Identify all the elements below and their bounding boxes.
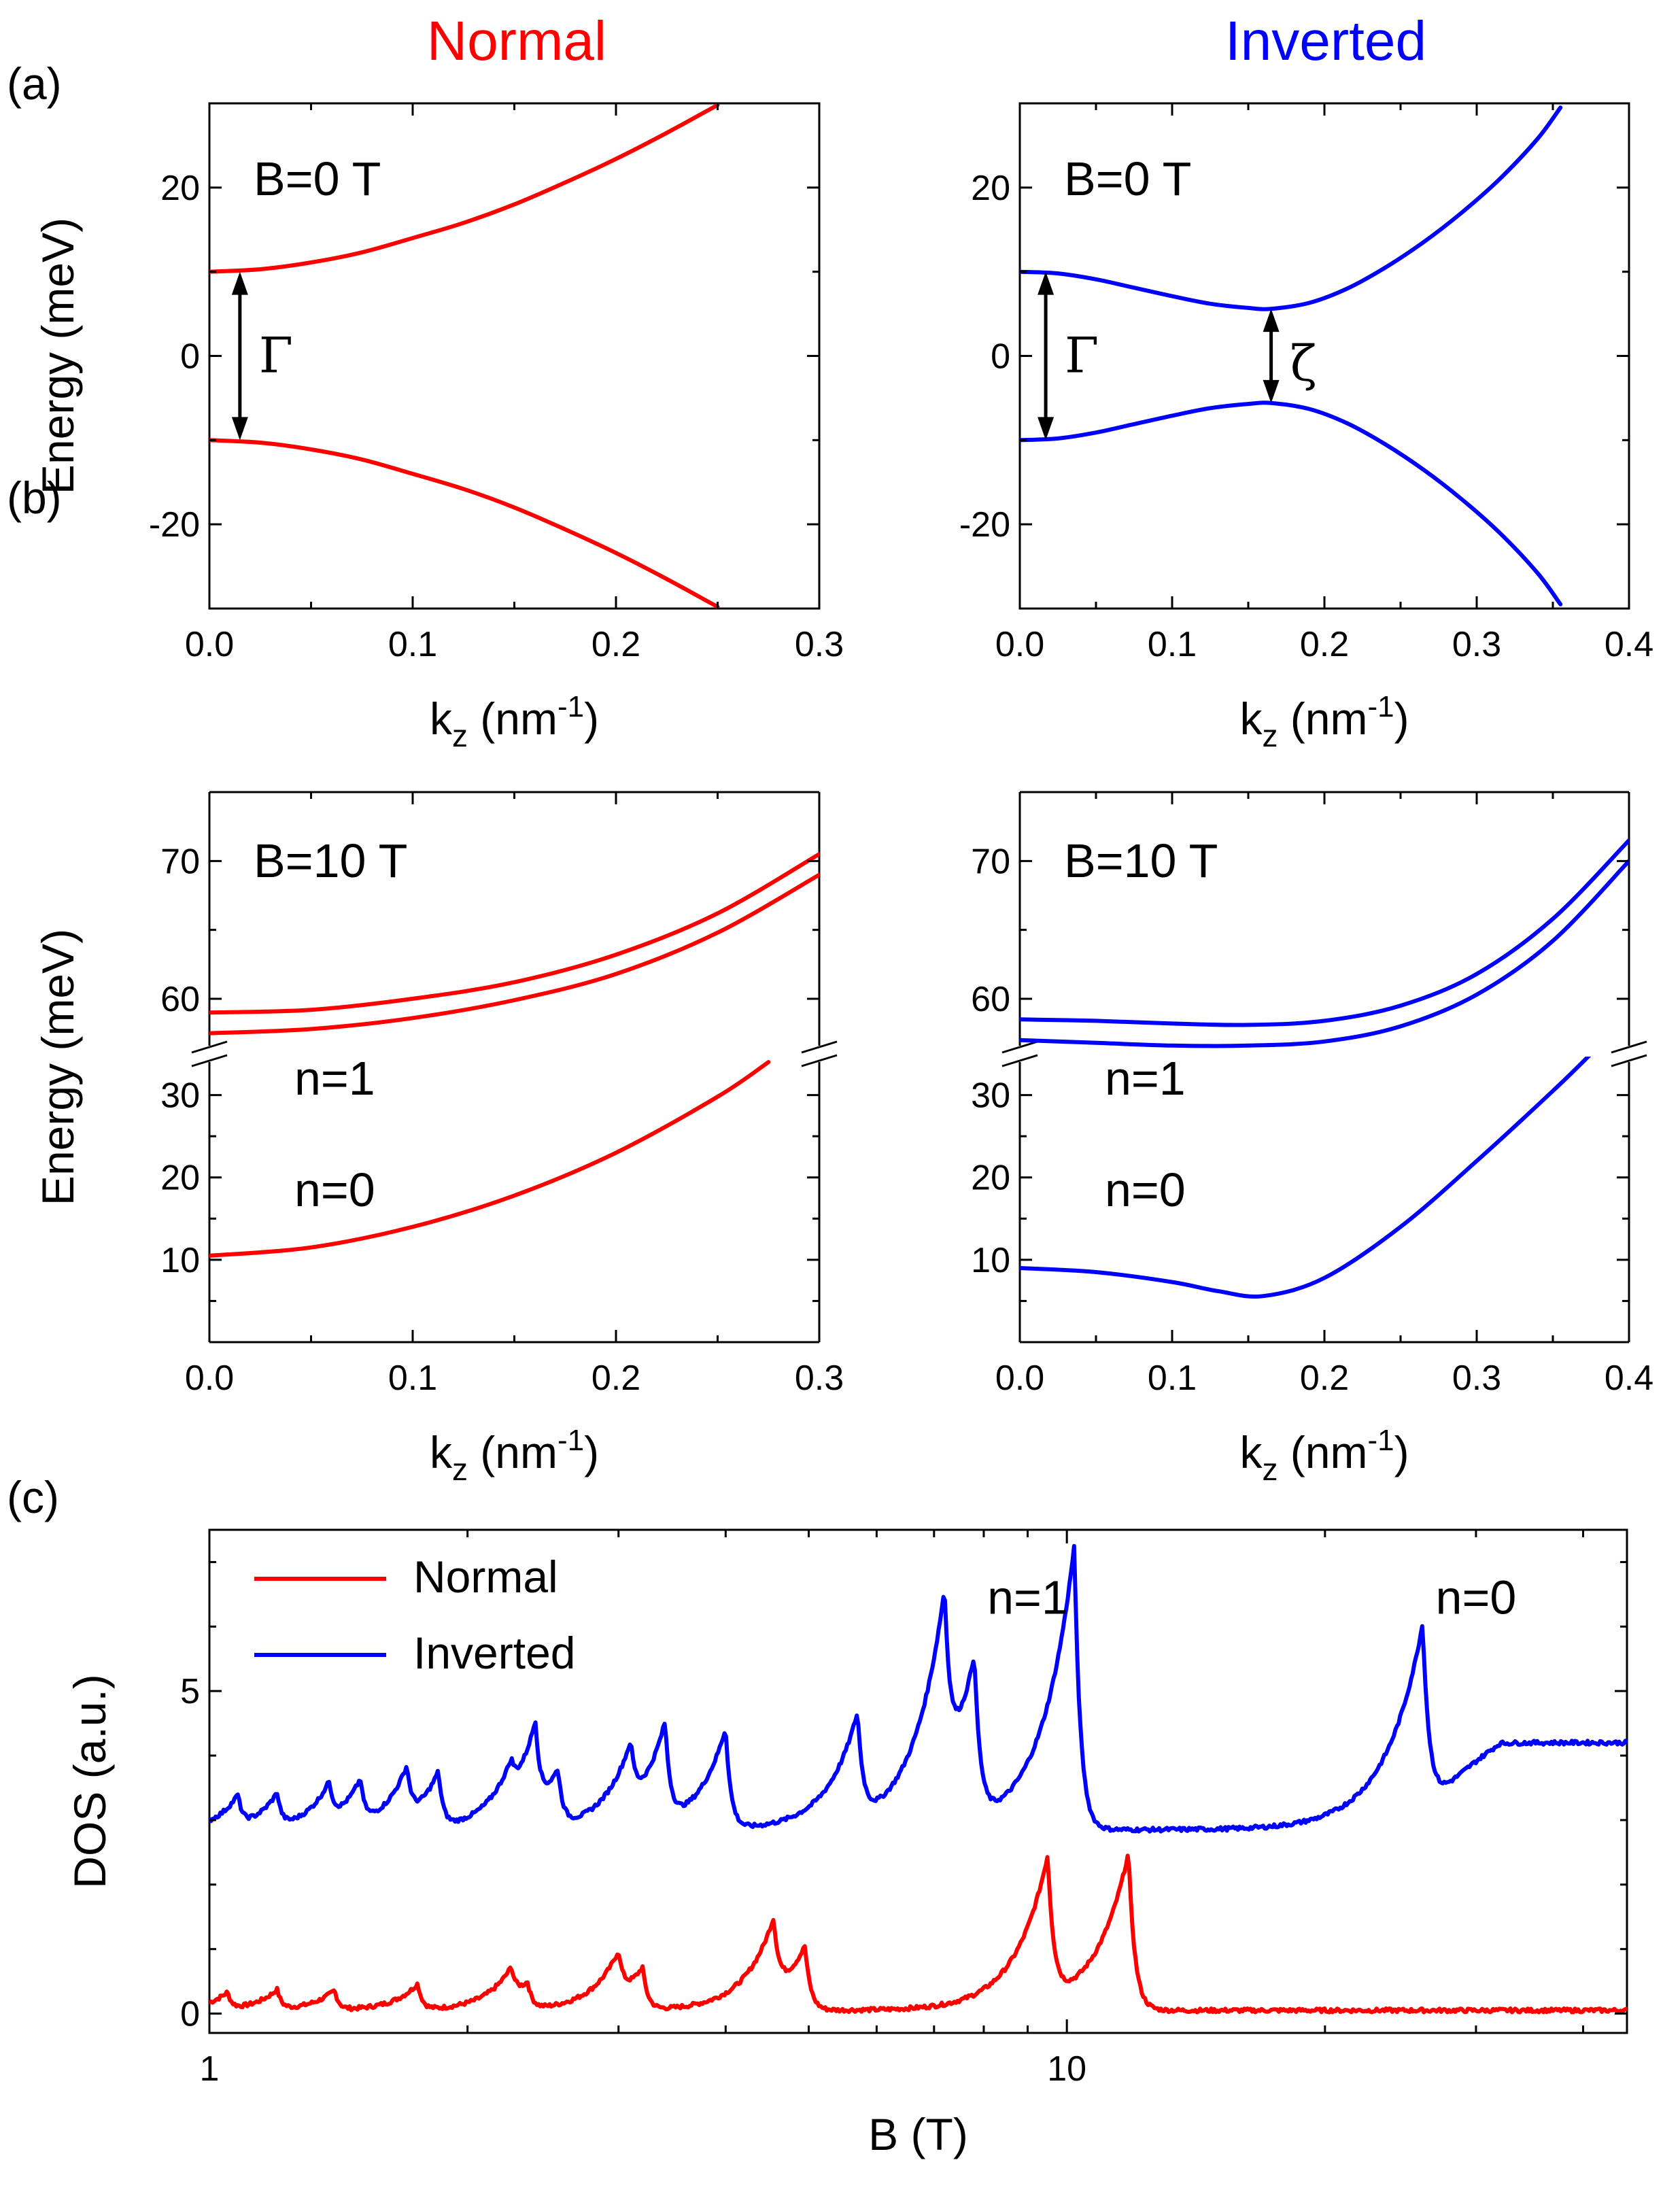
a_inverted-series-0 <box>1020 105 1563 311</box>
b_inverted-xlabel: kz (nm-1) <box>1239 1424 1409 1487</box>
b_normal-xtick-label: 0.1 <box>388 1358 437 1398</box>
legend-label-inverted: Inverted <box>413 1628 575 1678</box>
gamma-arrow-normal-head-down <box>231 417 248 441</box>
b_normal-xtick-label: 0.2 <box>592 1358 640 1398</box>
gamma-arrow-normal-head-up <box>231 271 248 295</box>
b_normal-xlabel: kz (nm-1) <box>430 1424 599 1487</box>
b_inverted-xtick-label: 0.1 <box>1148 1358 1197 1398</box>
b_normal-ytick-label: 60 <box>160 980 200 1019</box>
b_normal-level-label-n1: n=1 <box>294 1052 375 1105</box>
b_inverted-ytick-label: 70 <box>971 842 1010 881</box>
c-peak-label-1: n=0 <box>1436 1571 1517 1624</box>
gamma-label-inverted: Γ <box>1065 327 1099 384</box>
b_normal-ytick-label: 30 <box>160 1076 200 1116</box>
a_inverted-xtick-label: 0.2 <box>1300 625 1349 664</box>
b_normal-field-label: B=10 T <box>254 834 407 887</box>
c-series-normal <box>209 1853 1627 2015</box>
c-peak-label-0: n=1 <box>987 1571 1068 1624</box>
b_inverted-xtick-label: 0.3 <box>1452 1358 1501 1398</box>
a_normal-xlabel: kz (nm-1) <box>430 690 599 753</box>
a_normal-xtick-label: 0.0 <box>185 625 234 664</box>
b_normal-ytick-label: 70 <box>160 842 200 881</box>
c-series-inverted <box>209 1543 1627 1834</box>
b_inverted-ytick-label: 30 <box>971 1076 1010 1116</box>
a_inverted-xtick-label: 0.3 <box>1452 625 1501 664</box>
b_normal-series-0 <box>209 852 819 1015</box>
a_inverted-xtick-label: 0.1 <box>1148 625 1197 664</box>
panel-label-c: (c) <box>7 1472 59 1522</box>
a_normal-ytick-label: -20 <box>149 505 200 545</box>
b_inverted-series-2 <box>1020 1057 1592 1299</box>
zeta-arrow-head-up <box>1263 309 1280 332</box>
b_normal-ylabel: Energy (meV) <box>33 929 83 1205</box>
a_inverted-xtick-label: 0.4 <box>1605 625 1653 664</box>
c-frame <box>208 1528 1628 2034</box>
c-ytick-label: 0 <box>180 1995 200 2034</box>
b_inverted-series-1 <box>1020 859 1629 1048</box>
b_inverted-field-label: B=10 T <box>1064 834 1218 887</box>
a_inverted-series-1 <box>1020 400 1563 606</box>
b_inverted-break-mark <box>1001 1054 1038 1067</box>
a_normal-xtick-label: 0.2 <box>592 625 640 664</box>
a_inverted-xlabel: kz (nm-1) <box>1239 690 1409 753</box>
b_inverted-level-label-n1: n=1 <box>1105 1052 1186 1105</box>
a_inverted-xtick-label: 0.0 <box>995 625 1044 664</box>
a_normal-ylabel: Energy (meV) <box>33 218 83 494</box>
b_normal-ytick-label: 20 <box>160 1159 200 1198</box>
c-xtick-label: 10 <box>1047 2049 1086 2089</box>
c-ytick-label: 5 <box>180 1672 200 1711</box>
chart-a-normal: -20 0 20 0.0 0.1 0.2 0.3 B=0 T kz (nm-1) Energy (… <box>33 102 844 753</box>
b_inverted-level-label-n0: n=0 <box>1105 1163 1186 1216</box>
b_normal-series-2 <box>209 1060 771 1258</box>
b_normal-break-mark <box>801 1040 838 1054</box>
a_normal-series-1 <box>209 438 720 609</box>
chart-b-inverted: 70 60 30 20 10 0.0 0.1 0.2 0.3 0.4 B=10 T n=1 n=0 kz … <box>971 791 1653 1487</box>
b_normal-series-1 <box>209 872 819 1036</box>
b_normal-xtick-label: 0.3 <box>795 1358 844 1398</box>
c-ylabel: DOS (a.u.) <box>65 1674 115 1888</box>
column-title-normal: Normal <box>427 10 606 72</box>
b_normal-break-mark <box>191 1040 228 1054</box>
panel-label-a: (a) <box>7 58 62 109</box>
chart-a-inverted: -20 0 20 0.0 0.1 0.2 0.3 0.4 B=0 T kz (nm-1) Γ ζ <box>959 102 1653 753</box>
b_normal-ytick-label: 10 <box>160 1241 200 1280</box>
b_inverted-ytick-label: 60 <box>971 980 1010 1019</box>
b_inverted-xtick-label: 0.4 <box>1605 1358 1653 1398</box>
a_normal-xtick-label: 0.3 <box>795 625 844 664</box>
panel-label-b: (b) <box>7 473 62 523</box>
a_normal-series-0 <box>209 103 720 274</box>
b_normal-break-mark <box>191 1054 228 1067</box>
b_inverted-series-0 <box>1020 838 1629 1027</box>
b_inverted-break-mark <box>1611 1054 1647 1067</box>
a_inverted-ytick-label: 0 <box>991 337 1010 377</box>
b_inverted-xtick-label: 0.0 <box>995 1358 1044 1398</box>
a_normal-xtick-label: 0.1 <box>388 625 437 664</box>
zeta-label: ζ <box>1290 335 1317 392</box>
gamma-arrow-inverted-head-down <box>1038 417 1055 441</box>
b_inverted-break-mark <box>1611 1040 1647 1054</box>
a_inverted-ytick-label: -20 <box>959 505 1010 545</box>
legend-label-normal: Normal <box>413 1552 558 1602</box>
b_normal-level-label-n0: n=0 <box>294 1163 375 1216</box>
c-xlabel: B (T) <box>868 2109 968 2159</box>
column-title-inverted: Inverted <box>1225 10 1426 72</box>
b_inverted-ytick-label: 10 <box>971 1241 1010 1280</box>
chart-c-dos: 0 5 1 10 B (T) DOS (a.u.) Normal Inverted n=1 n=0 <box>65 1528 1628 2159</box>
b_inverted-break-mark <box>1001 1040 1038 1054</box>
a_normal-field-label: B=0 T <box>254 152 381 205</box>
b_normal-break-mark <box>801 1054 838 1067</box>
c-xtick-label: 1 <box>200 2049 220 2089</box>
b_normal-xtick-label: 0.0 <box>185 1358 234 1398</box>
a_inverted-field-label: B=0 T <box>1064 152 1191 205</box>
zeta-arrow-head-down <box>1263 379 1280 403</box>
a_inverted-ytick-label: 20 <box>971 169 1010 208</box>
gamma-label-normal: Γ <box>259 327 293 384</box>
b_inverted-xtick-label: 0.2 <box>1300 1358 1349 1398</box>
a_normal-ytick-label: 0 <box>180 337 200 377</box>
a_normal-ytick-label: 20 <box>160 169 200 208</box>
chart-b-normal: 70 60 30 20 10 0.0 0.1 0.2 0.3 B=10 T n=1 n=0 kz (nm… <box>33 791 844 1487</box>
b_inverted-ytick-label: 20 <box>971 1159 1010 1198</box>
gamma-arrow-inverted-head-up <box>1038 271 1055 295</box>
